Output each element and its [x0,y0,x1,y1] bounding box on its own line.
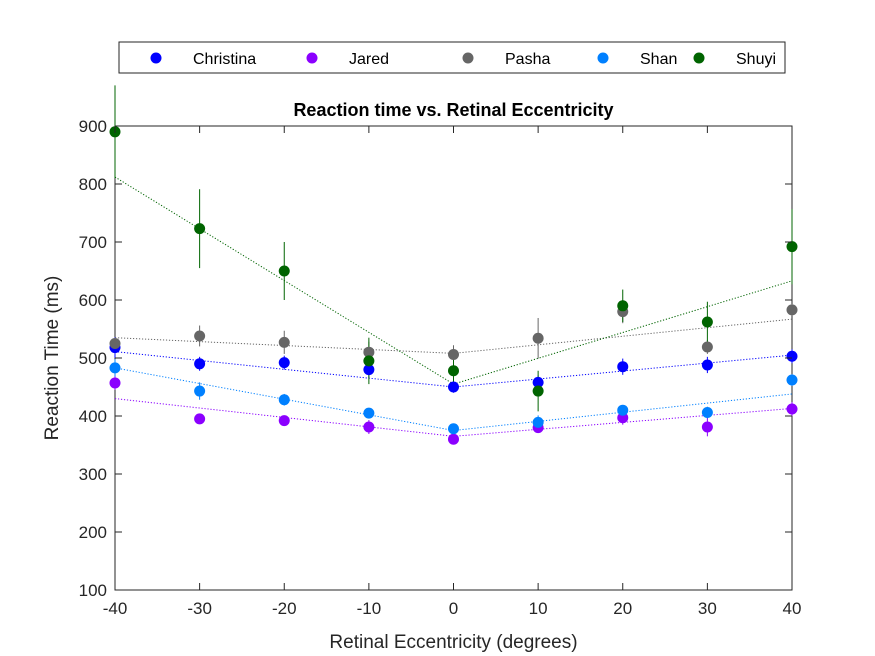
x-tick-label: 10 [529,599,548,618]
legend-marker-pasha [462,52,474,64]
legend-label-pasha: Pasha [505,51,550,68]
legend-box [118,41,786,74]
fit-line-right-shuyi [453,280,793,385]
point-shan [448,423,459,435]
legend: Christina Jared Pasha Shan Shuyi [118,41,786,74]
y-tick-label: 700 [79,233,107,252]
point-shan [109,362,121,374]
legend-marker-shuyi [693,52,705,64]
point-shuyi [448,365,459,377]
x-tick-label: -10 [357,599,382,618]
y-axis-title: Reaction Time (ms) [42,276,63,441]
chart-title: Reaction time vs. Retinal Eccentricity [293,100,613,120]
x-axis-title: Retinal Eccentricity (degrees) [329,632,577,653]
legend-label-shan: Shan [640,51,677,68]
x-tick-label: 0 [449,599,458,618]
legend-marker-jared [306,52,318,64]
y-tick-label: 200 [79,523,107,542]
x-tick-label: 40 [783,599,802,618]
fit-line-right-jared [453,407,793,437]
point-shuyi [532,385,544,397]
point-jared [194,413,206,425]
x-tick-label: 20 [613,599,632,618]
x-tick-label: 30 [698,599,717,618]
point-shan [532,416,544,428]
point-jared [617,412,629,424]
legend-marker-christina [150,52,162,64]
y-tick-label: 500 [79,349,107,368]
x-axis-ticks: -40 -30 -20 -10 0 10 20 30 40 [103,126,802,618]
fit-line-left-pasha [114,337,454,354]
point-christina [448,381,459,393]
data-points [109,126,798,445]
point-pasha [109,338,121,349]
legend-label-christina: Christina [193,51,256,68]
point-shuyi [786,241,798,253]
point-jared [786,403,798,415]
point-christina [701,359,713,371]
point-pasha [194,330,206,342]
point-pasha [701,341,713,353]
point-shuyi [363,355,375,367]
point-pasha [363,346,375,358]
y-tick-label: 400 [79,407,107,426]
point-christina [786,350,798,362]
legend-marker-shan [597,52,609,64]
point-shan [786,374,798,386]
point-shan [278,394,290,406]
point-jared [109,377,121,389]
legend-label-jared: Jared [349,51,389,68]
point-pasha [532,332,544,344]
point-jared [701,421,713,433]
y-tick-label: 600 [79,291,107,310]
point-shan [617,404,629,416]
point-jared [278,415,290,427]
y-tick-label: 100 [79,581,107,600]
point-jared [448,433,459,445]
y-tick-label: 900 [79,117,107,136]
x-tick-label: -40 [103,599,128,618]
point-shuyi [194,223,206,235]
point-shuyi [617,300,629,312]
x-tick-label: -30 [187,599,212,618]
point-christina [278,357,290,369]
point-shan [194,385,206,397]
point-christina [617,361,629,373]
point-shan [701,407,713,419]
point-christina [363,364,375,376]
point-jared [363,421,375,433]
point-shuyi [278,265,290,277]
point-pasha [786,304,798,316]
legend-label-shuyi: Shuyi [736,51,776,68]
x-tick-label: -20 [272,599,297,618]
point-christina [532,376,544,388]
point-pasha [278,336,290,348]
point-shan [363,407,375,419]
y-tick-label: 800 [79,175,107,194]
point-shuyi [701,316,713,328]
y-tick-label: 300 [79,465,107,484]
y-axis-ticks: 100 200 300 400 500 600 700 800 900 [79,117,792,600]
point-christina [194,358,206,370]
point-pasha [448,349,459,361]
